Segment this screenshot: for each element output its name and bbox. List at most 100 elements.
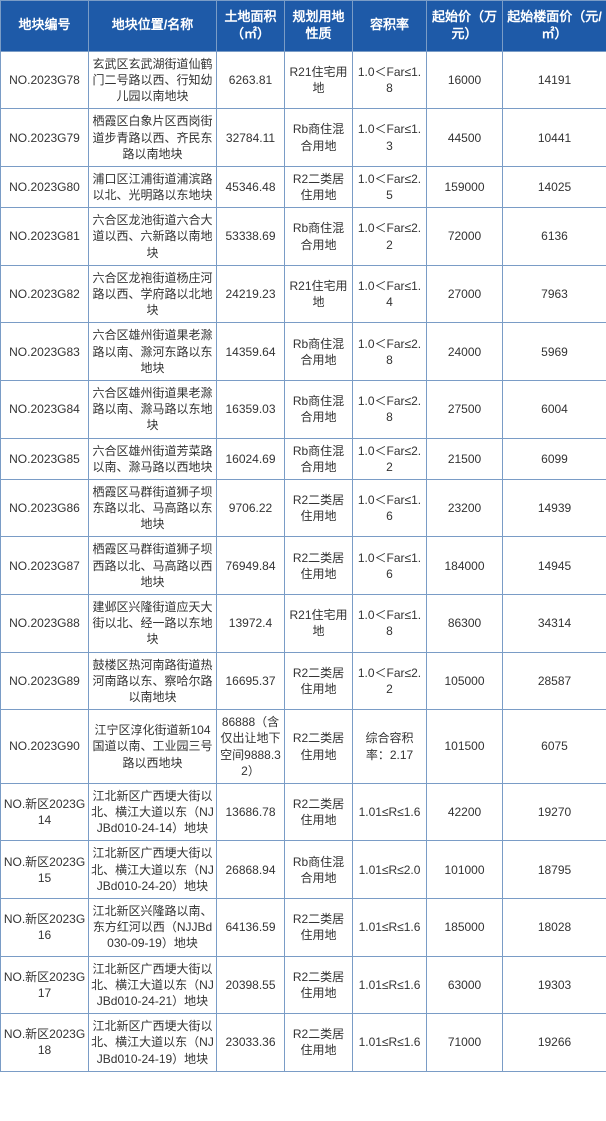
- table-row: NO.2023G79栖霞区白象片区西岗街道步青路以西、齐民东路以南地块32784…: [1, 109, 606, 167]
- table-cell: 1.01≤R≤1.6: [353, 956, 427, 1014]
- table-cell: 1.0＜Far≤1.6: [353, 537, 427, 595]
- table-cell: 栖霞区白象片区西岗街道步青路以西、齐民东路以南地块: [89, 109, 217, 167]
- table-cell: 1.0＜Far≤1.8: [353, 51, 427, 109]
- table-cell: 24219.23: [217, 265, 285, 323]
- table-cell: 184000: [427, 537, 503, 595]
- table-cell: 21500: [427, 438, 503, 479]
- table-cell: R2二类居住用地: [285, 956, 353, 1014]
- table-cell: 28587: [503, 652, 606, 710]
- table-cell: 14191: [503, 51, 606, 109]
- table-cell: R21住宅用地: [285, 595, 353, 653]
- table-row: NO.2023G89鼓楼区热河南路街道热河南路以东、察哈尔路以南地块16695.…: [1, 652, 606, 710]
- table-row: NO.2023G88建邺区兴隆街道应天大街以北、经一路以东地块13972.4R2…: [1, 595, 606, 653]
- table-cell: 江北新区广西埂大街以北、横江大道以东（NJJBd010-24-21）地块: [89, 956, 217, 1014]
- table-cell: 江北新区兴隆路以南、东方红河以西（NJJBd030-09-19）地块: [89, 899, 217, 957]
- table-cell: 44500: [427, 109, 503, 167]
- table-cell: 18795: [503, 841, 606, 899]
- table-cell: 鼓楼区热河南路街道热河南路以东、察哈尔路以南地块: [89, 652, 217, 710]
- table-cell: NO.2023G82: [1, 265, 89, 323]
- table-row: NO.2023G86栖霞区马群街道狮子坝东路以北、马高路以东地块9706.22R…: [1, 479, 606, 537]
- table-cell: Rb商住混合用地: [285, 323, 353, 381]
- table-cell: 105000: [427, 652, 503, 710]
- table-cell: 6263.81: [217, 51, 285, 109]
- table-cell: R21住宅用地: [285, 265, 353, 323]
- table-cell: NO.新区2023G14: [1, 783, 89, 841]
- table-cell: NO.2023G85: [1, 438, 89, 479]
- table-cell: 1.0＜Far≤1.8: [353, 595, 427, 653]
- table-cell: 1.0＜Far≤2.8: [353, 323, 427, 381]
- table-cell: NO.新区2023G17: [1, 956, 89, 1014]
- table-cell: 浦口区江浦街道浦滨路以北、光明路以东地块: [89, 166, 217, 207]
- table-cell: Rb商住混合用地: [285, 841, 353, 899]
- table-cell: 23033.36: [217, 1014, 285, 1072]
- table-row: NO.2023G83六合区雄州街道果老滁路以南、滁河东路以东地块14359.64…: [1, 323, 606, 381]
- table-cell: 14359.64: [217, 323, 285, 381]
- table-cell: 72000: [427, 208, 503, 266]
- table-cell: 1.0＜Far≤1.4: [353, 265, 427, 323]
- table-cell: 76949.84: [217, 537, 285, 595]
- table-cell: 27000: [427, 265, 503, 323]
- table-cell: 16695.37: [217, 652, 285, 710]
- table-cell: 江宁区淳化街道新104国道以南、工业园三号路以西地块: [89, 710, 217, 784]
- table-cell: Rb商住混合用地: [285, 109, 353, 167]
- table-cell: 53338.69: [217, 208, 285, 266]
- table-cell: R2二类居住用地: [285, 783, 353, 841]
- table-cell: 32784.11: [217, 109, 285, 167]
- table-row: NO.新区2023G15江北新区广西埂大街以北、横江大道以东（NJJBd010-…: [1, 841, 606, 899]
- table-cell: 六合区龙袍街道杨庄河路以西、学府路以北地块: [89, 265, 217, 323]
- table-row: NO.2023G85六合区雄州街道芳菜路以南、滁马路以西地块16024.69Rb…: [1, 438, 606, 479]
- table-cell: 1.0＜Far≤2.8: [353, 380, 427, 438]
- table-cell: 14945: [503, 537, 606, 595]
- table-cell: 86300: [427, 595, 503, 653]
- col-header-floor-price: 起始楼面价（元/㎡）: [503, 1, 606, 52]
- table-cell: NO.2023G84: [1, 380, 89, 438]
- table-row: NO.2023G80浦口区江浦街道浦滨路以北、光明路以东地块45346.48R2…: [1, 166, 606, 207]
- table-cell: R2二类居住用地: [285, 1014, 353, 1072]
- table-cell: 6075: [503, 710, 606, 784]
- table-cell: 六合区雄州街道果老滁路以南、滁马路以东地块: [89, 380, 217, 438]
- col-header-location: 地块位置/名称: [89, 1, 217, 52]
- table-cell: 71000: [427, 1014, 503, 1072]
- table-cell: 六合区雄州街道果老滁路以南、滁河东路以东地块: [89, 323, 217, 381]
- col-header-landuse: 规划用地性质: [285, 1, 353, 52]
- table-cell: 13972.4: [217, 595, 285, 653]
- table-cell: 综合容积率：2.17: [353, 710, 427, 784]
- table-cell: 江北新区广西埂大街以北、横江大道以东（NJJBd010-24-14）地块: [89, 783, 217, 841]
- table-cell: NO.2023G88: [1, 595, 89, 653]
- table-cell: NO.2023G79: [1, 109, 89, 167]
- table-cell: R2二类居住用地: [285, 537, 353, 595]
- table-cell: 1.0＜Far≤2.2: [353, 208, 427, 266]
- table-cell: 栖霞区马群街道狮子坝西路以北、马高路以西地块: [89, 537, 217, 595]
- table-cell: 64136.59: [217, 899, 285, 957]
- table-cell: 1.0＜Far≤2.5: [353, 166, 427, 207]
- table-cell: 5969: [503, 323, 606, 381]
- table-row: NO.2023G90江宁区淳化街道新104国道以南、工业园三号路以西地块8688…: [1, 710, 606, 784]
- table-cell: 16359.03: [217, 380, 285, 438]
- table-cell: 42200: [427, 783, 503, 841]
- col-header-area: 土地面积（㎡）: [217, 1, 285, 52]
- table-cell: 7963: [503, 265, 606, 323]
- table-cell: 159000: [427, 166, 503, 207]
- table-cell: 江北新区广西埂大街以北、横江大道以东（NJJBd010-24-19）地块: [89, 1014, 217, 1072]
- table-cell: 10441: [503, 109, 606, 167]
- table-cell: 1.01≤R≤2.0: [353, 841, 427, 899]
- table-cell: 1.01≤R≤1.6: [353, 899, 427, 957]
- table-cell: 20398.55: [217, 956, 285, 1014]
- table-cell: 185000: [427, 899, 503, 957]
- table-cell: 1.01≤R≤1.6: [353, 783, 427, 841]
- table-cell: 19266: [503, 1014, 606, 1072]
- col-header-start-price: 起始价（万元）: [427, 1, 503, 52]
- table-cell: R2二类居住用地: [285, 899, 353, 957]
- table-cell: 1.0＜Far≤1.6: [353, 479, 427, 537]
- table-cell: NO.2023G80: [1, 166, 89, 207]
- table-cell: NO.新区2023G18: [1, 1014, 89, 1072]
- table-cell: 六合区龙池街道六合大道以西、六新路以南地块: [89, 208, 217, 266]
- table-cell: NO.2023G86: [1, 479, 89, 537]
- table-cell: 101000: [427, 841, 503, 899]
- table-cell: 6099: [503, 438, 606, 479]
- table-cell: 六合区雄州街道芳菜路以南、滁马路以西地块: [89, 438, 217, 479]
- table-row: NO.新区2023G18江北新区广西埂大街以北、横江大道以东（NJJBd010-…: [1, 1014, 606, 1072]
- table-cell: Rb商住混合用地: [285, 208, 353, 266]
- table-cell: R2二类居住用地: [285, 652, 353, 710]
- table-cell: 13686.78: [217, 783, 285, 841]
